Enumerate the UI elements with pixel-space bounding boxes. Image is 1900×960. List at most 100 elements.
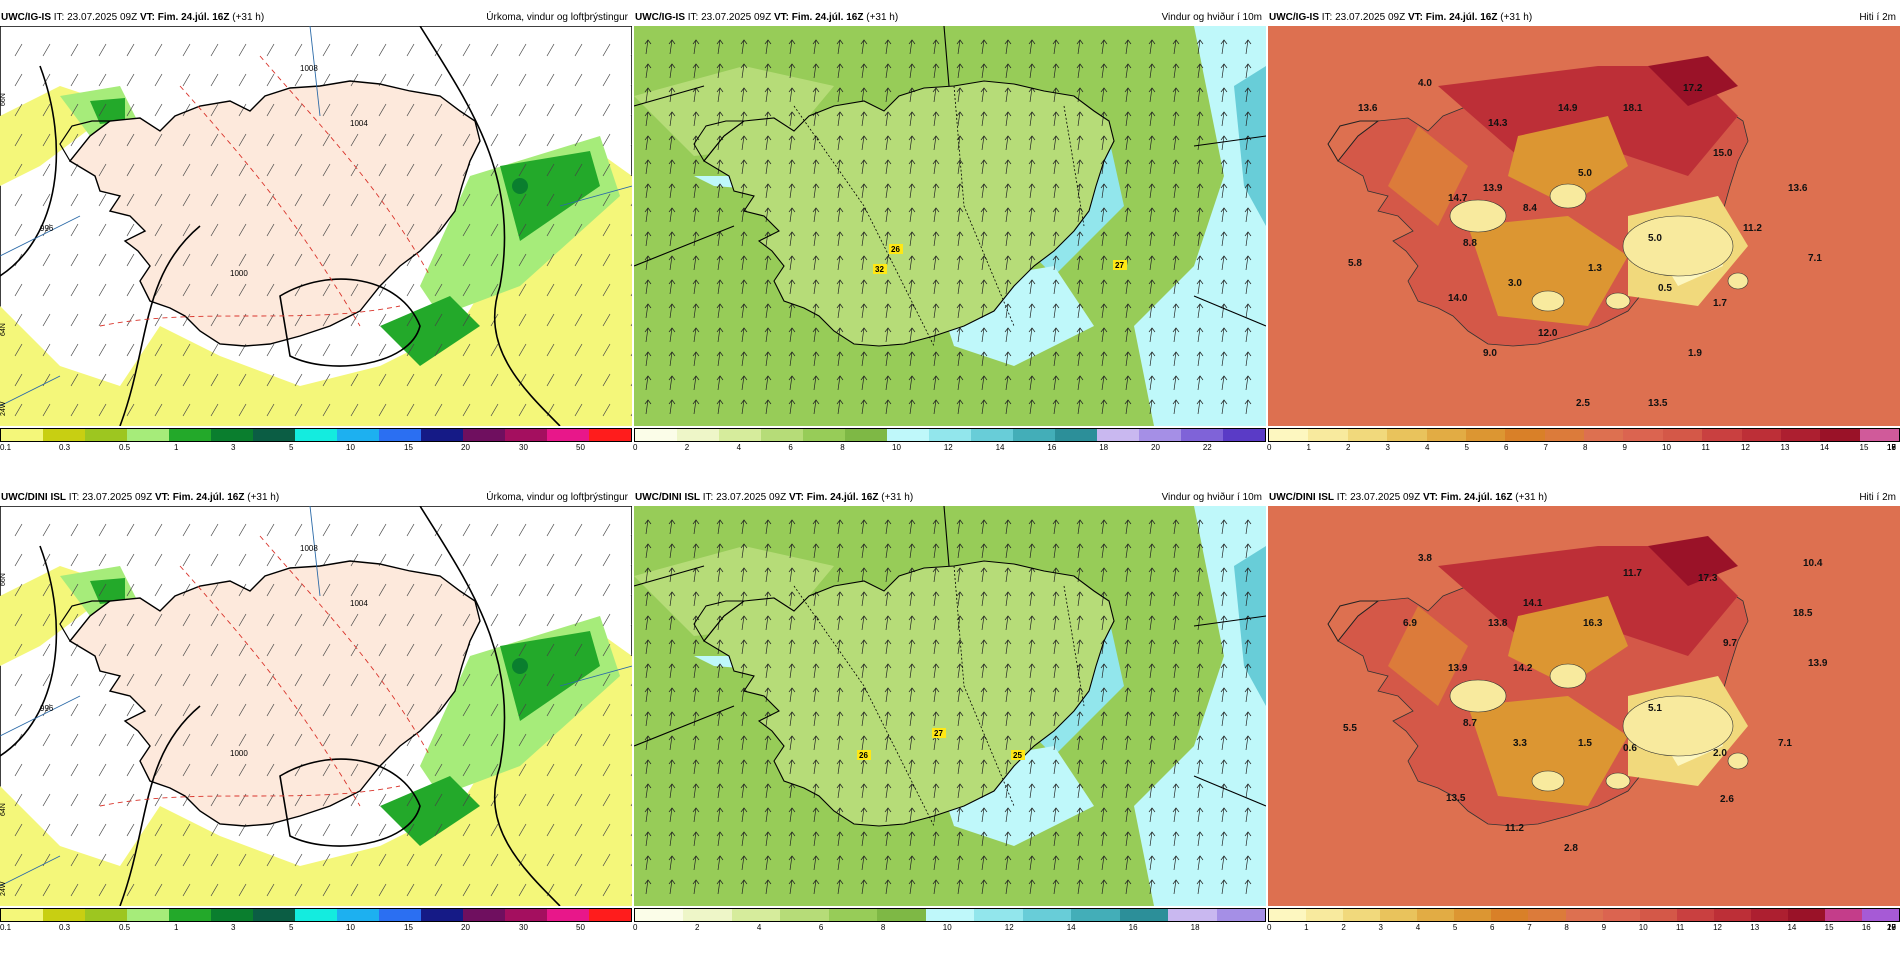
colorbar-tick: 1	[174, 923, 179, 932]
colorbar-swatch	[463, 909, 505, 921]
colorbar-tick: 3	[1385, 443, 1390, 452]
colorbar-tick: 9	[1622, 443, 1627, 452]
isobar-label: 996	[40, 704, 54, 713]
map-area: 4.0 13.6 14.3 14.9 18.1 17.2 15.0 13.6 13.9 14.7 8…	[1268, 26, 1900, 426]
isobar-label: 996	[40, 224, 54, 233]
colorbar-swatch	[43, 429, 85, 441]
colorbar-swatch	[1216, 909, 1266, 921]
temperature-label: 13.9	[1448, 663, 1468, 674]
colorbar-tick: 12	[1004, 923, 1014, 932]
lead-time: (+31 h)	[881, 492, 914, 503]
map-area: 66N 64N 24W 1008 1004 1000 996	[0, 506, 632, 906]
colorbar-swatch	[1639, 909, 1677, 921]
valid-label: VT:	[139, 12, 155, 23]
temperature-label: 16.3	[1583, 618, 1603, 629]
temperature-label: 13.9	[1808, 658, 1828, 669]
colorbar-swatch	[1741, 429, 1781, 441]
panel-header: UWC/IG-IS IT: 23.07.2025 09Z VT: Fim. 24…	[1268, 10, 1900, 26]
colorbar-tick: 22	[1202, 443, 1212, 452]
colorbar-swatch	[1417, 909, 1455, 921]
temperature-label: 14.2	[1513, 663, 1533, 674]
colorbar-tick: 17	[1887, 443, 1896, 452]
colorbar-tick: 10	[942, 923, 952, 932]
colorbar-tick: 18	[1190, 923, 1200, 932]
map-title: Hiti í 2m	[1859, 12, 1896, 23]
colorbar-swatch	[1859, 429, 1899, 441]
temperature-label: 6.9	[1403, 618, 1417, 629]
colorbar-swatch	[1097, 429, 1139, 441]
valid-label: VT:	[154, 492, 170, 503]
map-svg: 26 32 27	[634, 26, 1266, 426]
map-panel-temp: UWC/IG-IS IT: 23.07.2025 09Z VT: Fim. 24…	[1267, 10, 1900, 480]
run-info: UWC/IG-IS IT: 23.07.2025 09Z VT: Fim. 24…	[1269, 12, 1532, 23]
map-svg: 66N 64N 24W 1008 1004 1000 996	[0, 26, 632, 426]
colorbar-swatch	[1013, 429, 1055, 441]
colorbar-tick: 19	[1887, 443, 1896, 452]
colorbar-swatch	[828, 909, 878, 921]
map-title: Vindur og hviður í 10m	[1161, 12, 1262, 23]
isobar-label: 1000	[230, 269, 248, 278]
colorbar-swatch	[731, 909, 781, 921]
region-borders	[793, 85, 1085, 347]
colorbar-swatch	[379, 429, 421, 441]
temperature-label: 14.1	[1523, 598, 1543, 609]
colorbar-tick: 2	[694, 923, 700, 932]
map-panel-temp: UWC/DINI ISL IT: 23.07.2025 09Z VT: Fim.…	[1267, 490, 1900, 960]
colorbar-swatch	[505, 909, 547, 921]
temperature-label: 2.5	[1576, 398, 1590, 409]
colorbar-swatch	[1223, 429, 1265, 441]
colorbar-tick: 7	[1543, 443, 1548, 452]
colorbar-swatch	[295, 429, 337, 441]
colorbar-tick: 6	[1490, 923, 1495, 932]
wind-arrows	[644, 39, 1252, 415]
valid-label: VT:	[773, 12, 789, 23]
graticule-label: 24W	[0, 881, 7, 896]
map-title: Hiti í 2m	[1859, 492, 1896, 503]
colorbar-tick: 3	[1378, 923, 1383, 932]
map-title: Vindur og hviður í 10m	[1161, 492, 1262, 503]
colorbar-tick: 14	[995, 443, 1005, 452]
issue-time: 23.07.2025 09Z	[82, 492, 153, 503]
temperature-label: 18.5	[1793, 608, 1813, 619]
colorbar-swatch	[211, 909, 253, 921]
valid-time: Fim. 24.júl. 16Z	[157, 12, 230, 23]
colorbar-tick: 0	[633, 443, 638, 452]
colorbar-swatch	[211, 429, 253, 441]
map-area: 27 26 25	[634, 506, 1266, 906]
panel-header: UWC/DINI ISL IT: 23.07.2025 09Z VT: Fim.…	[0, 490, 632, 506]
colorbar-swatch	[85, 909, 127, 921]
issue-label: IT:	[687, 12, 699, 23]
colorbar-swatch	[421, 909, 463, 921]
colorbar-swatch	[85, 429, 127, 441]
colorbar-swatch	[1387, 429, 1427, 441]
colorbar-ticks: 0 1 2 3 4 5 6 7 8 9 10 11 12 13 14 15 16 17 18 19 20	[1267, 923, 1900, 935]
temperature-label: 5.0	[1648, 233, 1662, 244]
colorbar-tick: 15	[1859, 443, 1869, 452]
run-info: UWC/DINI ISL IT: 23.07.2025 09Z VT: Fim.…	[1, 492, 279, 503]
colorbar-tick: 8	[880, 923, 886, 932]
panel-header: UWC/IG-IS IT: 23.07.2025 09Z VT: Fim. 24…	[634, 10, 1266, 26]
colorbar-tick: 12	[943, 443, 953, 452]
panel-header: UWC/IG-IS IT: 23.07.2025 09Z VT: Fim. 24…	[0, 10, 632, 26]
colorbar-swatch	[1862, 909, 1900, 921]
temperature-label: 14.0	[1448, 293, 1468, 304]
temperature-label: 13.9	[1483, 183, 1503, 194]
gust-max-label: 26	[859, 751, 868, 760]
colorbar-tick: 20	[461, 923, 470, 932]
temperature-label: 8.8	[1463, 238, 1477, 249]
map-panel-precip: UWC/IG-IS IT: 23.07.2025 09Z VT: Fim. 24…	[0, 10, 632, 480]
colorbar-swatch	[1454, 909, 1492, 921]
colorbar-tick: 30	[519, 923, 528, 932]
map-svg: 66N 64N 24W 1008 1004 1000 996	[0, 506, 632, 906]
temperature-label: 14.9	[1558, 103, 1578, 114]
colorbar-tick: 20	[1151, 443, 1160, 452]
graticule-label: 66N	[0, 93, 7, 106]
colorbar-swatch	[1071, 909, 1120, 921]
colorbar-swatch	[635, 909, 684, 921]
colorbar-tick: 0.3	[59, 923, 71, 932]
colorbar-tick: 0	[633, 923, 638, 932]
temperature-contours	[99, 535, 431, 807]
temperature-contours	[99, 55, 431, 327]
colorbar-swatch	[295, 909, 337, 921]
projection-lines	[634, 506, 1266, 807]
